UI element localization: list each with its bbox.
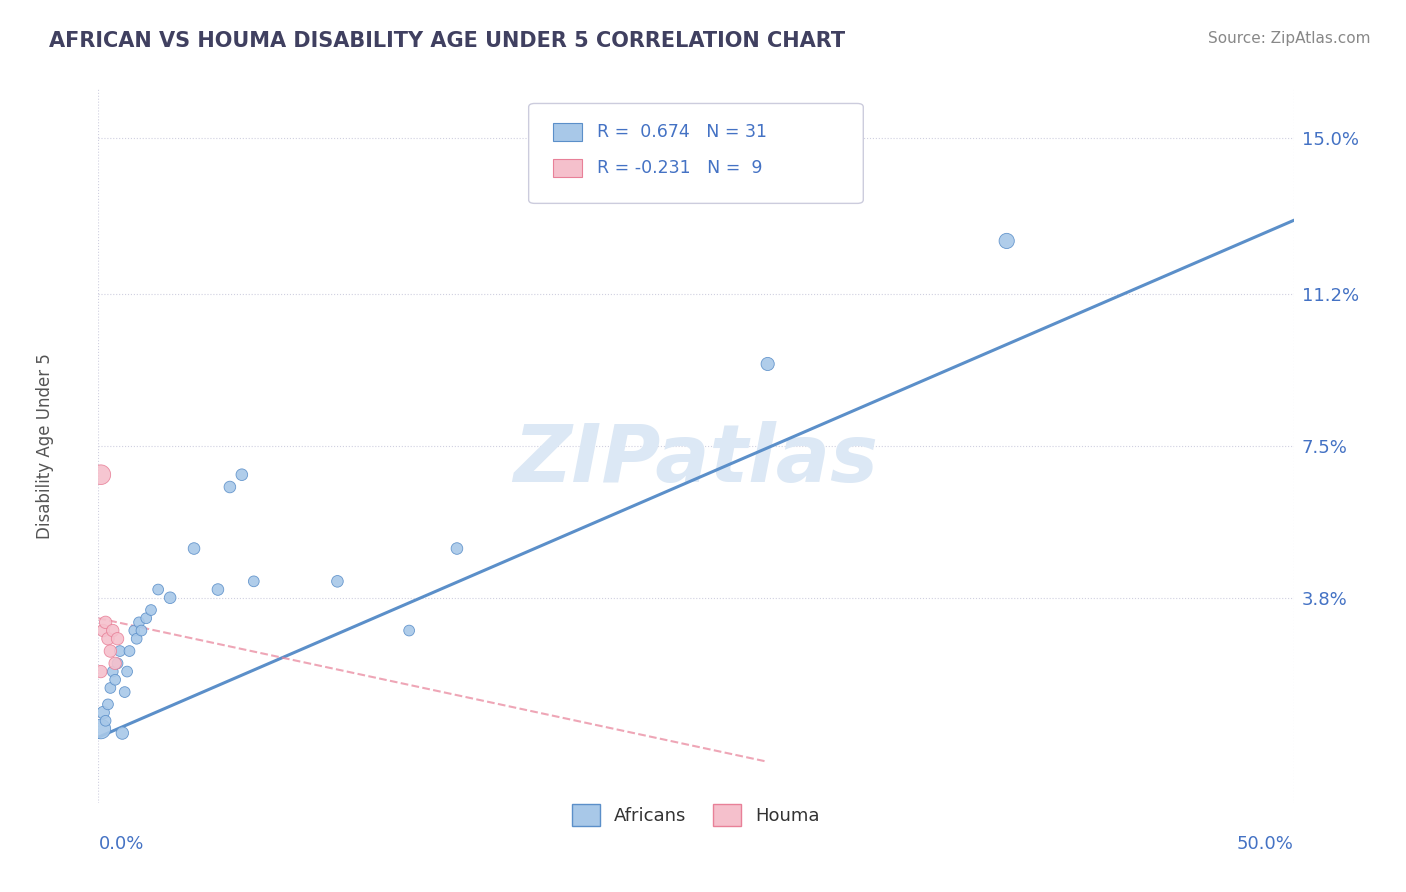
Point [231, 467, 253, 482]
Point [148, 582, 170, 597]
Point [101, 665, 124, 679]
Point [90, 665, 112, 679]
Point [94, 714, 117, 728]
Point [90, 467, 112, 482]
Point [398, 624, 420, 638]
Point [139, 603, 162, 617]
Point [183, 541, 205, 556]
Point [128, 615, 150, 630]
Text: Disability Age Under 5: Disability Age Under 5 [35, 353, 53, 539]
Point [108, 644, 131, 658]
Point [98, 644, 122, 658]
Point [111, 726, 134, 740]
Legend: Africans, Houma: Africans, Houma [565, 797, 827, 833]
FancyBboxPatch shape [553, 123, 582, 141]
Point [104, 673, 127, 687]
Point [756, 357, 779, 371]
Point [104, 657, 127, 671]
Point [326, 574, 349, 589]
Point [446, 541, 468, 556]
Point [159, 591, 181, 605]
FancyBboxPatch shape [529, 103, 863, 203]
Text: ZIPatlas: ZIPatlas [513, 421, 879, 500]
Text: 50.0%: 50.0% [1237, 835, 1294, 853]
Point [114, 685, 136, 699]
Text: 0.0%: 0.0% [98, 835, 143, 853]
Point [219, 480, 242, 494]
Point [243, 574, 266, 589]
Point [125, 632, 148, 646]
Point [91, 706, 114, 720]
Point [101, 624, 124, 638]
Point [207, 582, 229, 597]
Text: R = -0.231   N =  9: R = -0.231 N = 9 [596, 159, 762, 177]
Text: R =  0.674   N = 31: R = 0.674 N = 31 [596, 123, 766, 141]
Point [131, 624, 153, 638]
Point [115, 665, 138, 679]
FancyBboxPatch shape [553, 159, 582, 177]
Point [94, 615, 117, 630]
Point [107, 632, 129, 646]
Text: Source: ZipAtlas.com: Source: ZipAtlas.com [1208, 31, 1371, 46]
Point [97, 698, 120, 712]
Point [90, 722, 112, 736]
Point [135, 611, 157, 625]
Point [107, 657, 129, 671]
Point [124, 624, 146, 638]
Text: AFRICAN VS HOUMA DISABILITY AGE UNDER 5 CORRELATION CHART: AFRICAN VS HOUMA DISABILITY AGE UNDER 5 … [49, 31, 845, 51]
Point [97, 632, 120, 646]
Point [98, 681, 122, 695]
Point [118, 644, 141, 658]
Point [995, 234, 1018, 248]
Point [91, 624, 114, 638]
